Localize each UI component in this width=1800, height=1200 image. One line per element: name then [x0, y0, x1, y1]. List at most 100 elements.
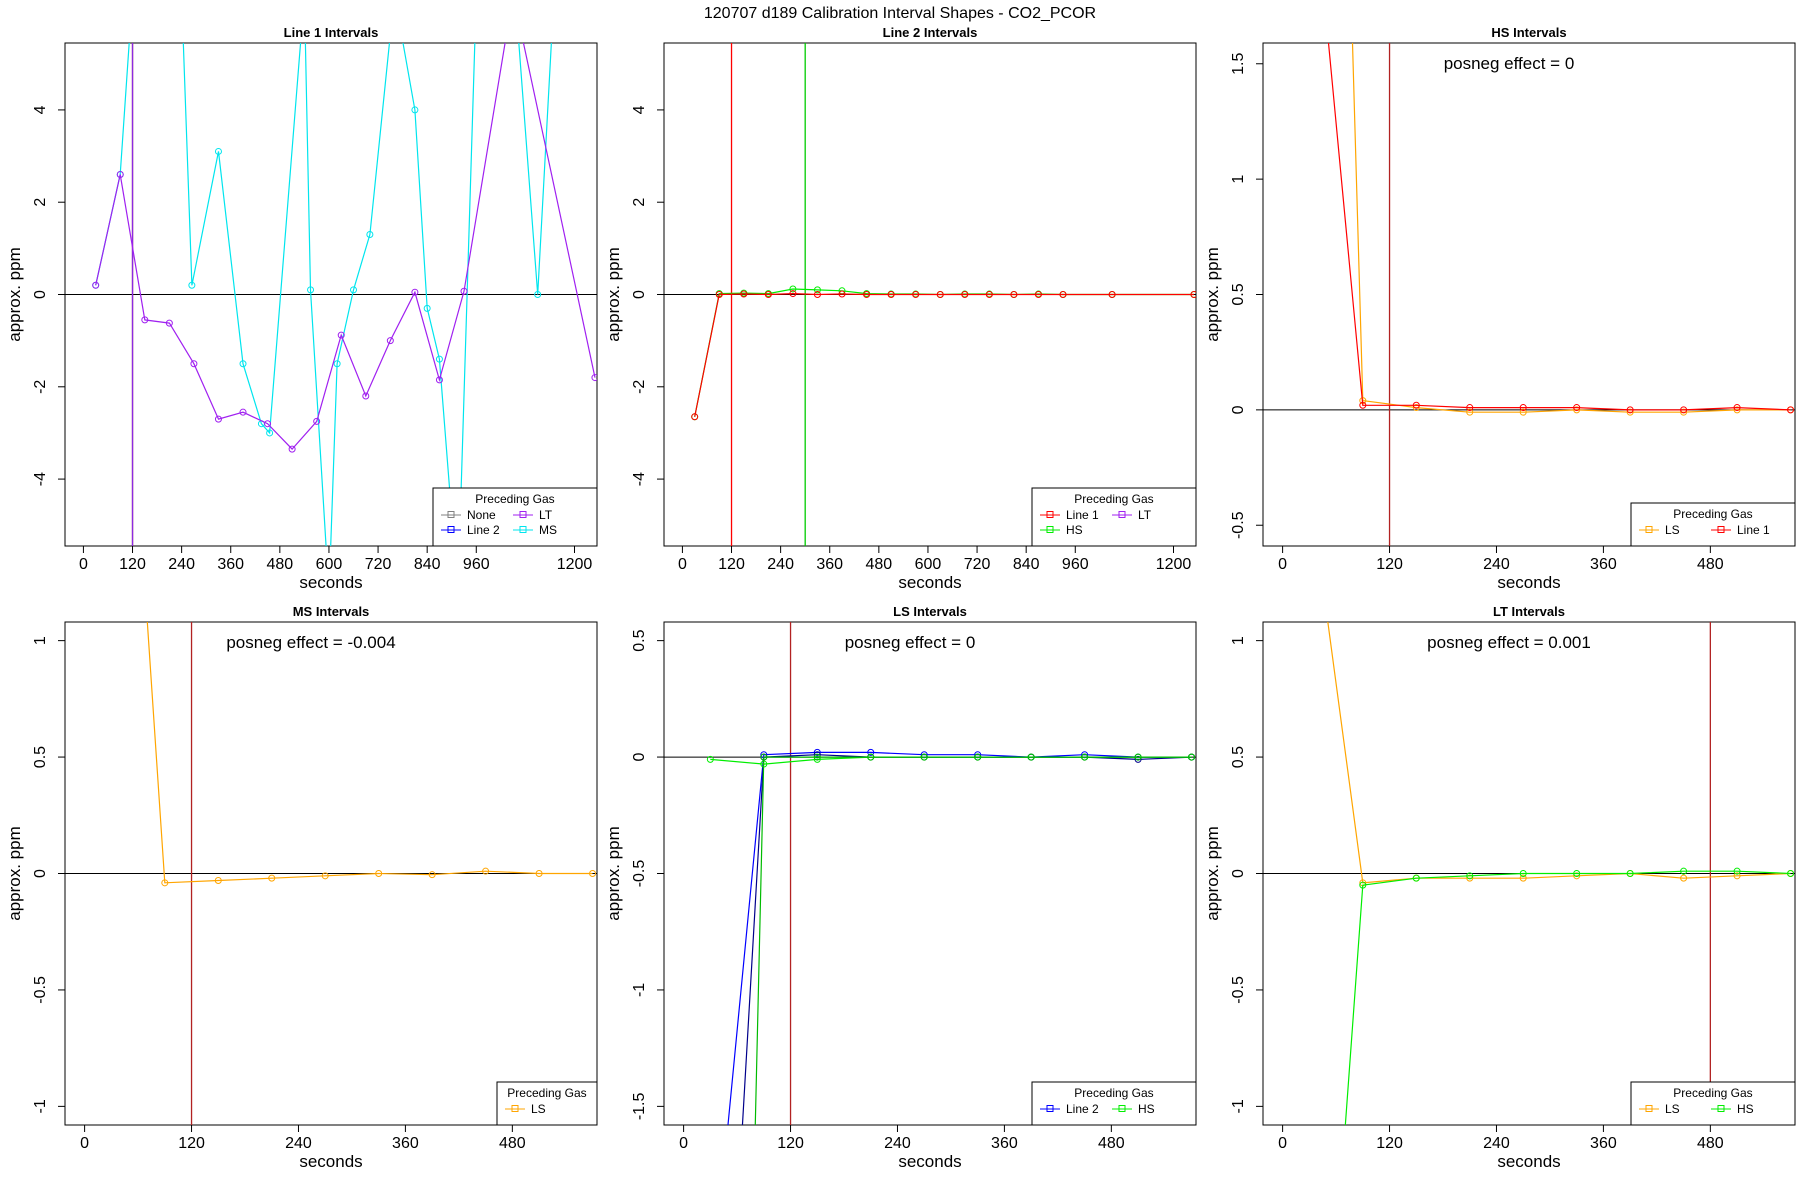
legend-swatch-marker: [1645, 1105, 1653, 1112]
data-point: [1680, 867, 1688, 875]
data-point: [985, 291, 993, 298]
posneg-annotation: posneg effect = 0: [1444, 54, 1575, 73]
data-point: [1134, 755, 1142, 763]
data-point: [1573, 870, 1581, 877]
data-point: [1359, 881, 1367, 889]
data-point: [1412, 404, 1420, 412]
legend-box: [1630, 502, 1796, 547]
data-point: [764, 291, 772, 298]
x-tick-label: 840: [1013, 556, 1040, 573]
data-point: [1010, 291, 1018, 298]
legend: Preceding Gas None LT Line 2 MS: [432, 487, 598, 547]
data-point: [1573, 404, 1581, 412]
data-point: [165, 319, 173, 327]
posneg-annotation: posneg effect = -0.004: [226, 633, 395, 652]
legend-title: Preceding Gas: [1673, 507, 1752, 521]
legend-swatch-marker: [1118, 511, 1126, 518]
x-tick-label: 600: [316, 556, 343, 573]
x-tick-label: 240: [285, 1135, 312, 1152]
y-axis-label: approx. ppm: [1203, 826, 1222, 921]
series-line: [1327, 622, 1791, 884]
data-point: [141, 316, 149, 324]
panel-title: LT Intervals: [1493, 604, 1565, 619]
x-tick-label: 960: [1062, 556, 1089, 573]
data-point: [1519, 404, 1527, 412]
data-point: [1519, 874, 1527, 882]
legend-swatch-marker: [1046, 526, 1054, 533]
data-point: [589, 870, 597, 877]
x-tick-label: 120: [119, 556, 146, 573]
y-tick-label: 0: [631, 290, 648, 299]
y-tick-label: 0: [1230, 405, 1247, 414]
y-tick-label: 2: [631, 198, 648, 207]
data-point: [920, 751, 928, 759]
data-point: [1573, 406, 1581, 414]
data-point: [1081, 753, 1089, 761]
panel-title: Line 1 Intervals: [284, 25, 379, 40]
data-point: [214, 147, 222, 155]
legend-swatch-marker: [1046, 511, 1054, 518]
data-point: [161, 879, 169, 887]
posneg-annotation: posneg effect = 0.001: [1427, 633, 1591, 652]
data-point: [214, 415, 222, 423]
legend: Preceding Gas LS HS: [1630, 1081, 1796, 1126]
y-tick-label: 0.5: [631, 629, 648, 651]
data-point: [1733, 404, 1741, 412]
y-tick-label: -0.5: [1230, 976, 1247, 1004]
y-tick-label: 4: [32, 105, 49, 114]
panel-title: MS Intervals: [293, 604, 370, 619]
legend-title: Preceding Gas: [1673, 1086, 1752, 1100]
legend-entry-label: LS: [531, 1102, 546, 1116]
x-tick-label: 840: [414, 556, 441, 573]
legend-entry-label: LS: [1665, 523, 1680, 537]
legend-swatch-marker: [1717, 1105, 1725, 1112]
y-tick-label: 1: [32, 636, 49, 645]
legend-title: Preceding Gas: [475, 492, 554, 506]
legend-entry-label: HS: [1138, 1102, 1155, 1116]
data-point: [1733, 406, 1741, 414]
y-tick-label: -4: [631, 472, 648, 486]
legend: Preceding Gas Line 2 HS: [1031, 1081, 1197, 1126]
data-point: [912, 291, 920, 298]
legend: Preceding Gas LS: [496, 1081, 598, 1126]
x-tick-label: 120: [777, 1135, 804, 1152]
legend-box: [1630, 1081, 1796, 1126]
panel-title: LS Intervals: [893, 604, 967, 619]
data-point: [1188, 753, 1196, 761]
x-axis-label: seconds: [898, 1152, 961, 1171]
data-point: [867, 748, 875, 756]
y-tick-label: -0.5: [631, 860, 648, 888]
chart-panel: HS Intervals 0 120 240 360 480 -0.5 0 0.5 1 1.5 sec…: [1203, 25, 1796, 592]
x-tick-label: 120: [718, 556, 745, 573]
data-point: [411, 288, 419, 296]
data-point: [715, 291, 723, 298]
x-axis-label: seconds: [1497, 1152, 1560, 1171]
data-point: [214, 876, 222, 884]
data-point: [936, 291, 944, 298]
x-tick-label: 240: [1483, 1135, 1510, 1152]
x-tick-label: 480: [865, 556, 892, 573]
x-tick-label: 600: [915, 556, 942, 573]
data-point: [706, 755, 714, 763]
legend-swatch-marker: [519, 511, 527, 518]
data-point: [740, 290, 748, 298]
x-tick-label: 240: [767, 556, 794, 573]
data-point: [288, 445, 296, 453]
posneg-annotation: posneg effect = 0: [845, 633, 976, 652]
chart-panel: LT Intervals 0 120 240 360 480 -1 -0.5 0 0.5 1 seco…: [1203, 604, 1796, 1171]
data-point: [1412, 874, 1420, 882]
data-point: [411, 106, 419, 114]
data-point: [1733, 872, 1741, 880]
legend-title: Preceding Gas: [507, 1086, 586, 1100]
data-point: [813, 286, 821, 294]
data-point: [375, 870, 383, 877]
data-point: [1626, 408, 1634, 416]
data-point: [691, 413, 699, 421]
x-tick-label: 360: [1590, 556, 1617, 573]
x-tick-label: 360: [1590, 1135, 1617, 1152]
data-point: [313, 417, 321, 425]
data-point: [460, 287, 468, 295]
legend-entry-label: Line 2: [467, 523, 500, 537]
